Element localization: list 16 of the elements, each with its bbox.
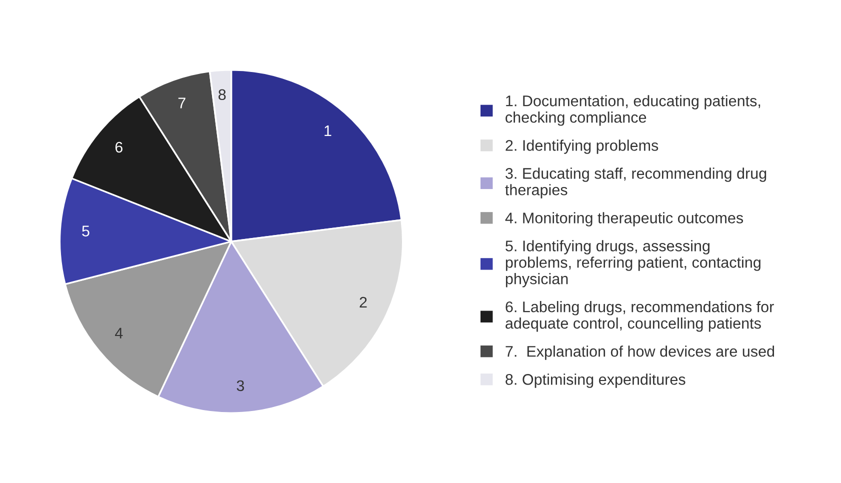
text: 4 <box>115 328 123 338</box>
legend-label: 4. Monitoring therapeutic outcomes <box>505 212 744 226</box>
legend-label: 8. Optimising expenditures <box>506 374 686 388</box>
legend-label: 5. Identifying drugs, assessing problems, referring patient, contacting physician <box>506 240 760 288</box>
legend-label: 2. Identifying problems <box>506 140 658 154</box>
text: 1 <box>324 126 332 136</box>
text: 5 <box>82 226 90 236</box>
legend-label: 6. Labeling drugs, recommendations for adequate control, councelling patients <box>506 301 774 332</box>
legend-label: 3. Educating staff, recommending drug therapies <box>505 168 766 198</box>
text: 7 <box>178 98 186 108</box>
text: 2 <box>360 296 367 308</box>
text: 8 <box>218 89 226 100</box>
text: 6 <box>115 142 122 153</box>
legend-label: 7. Explanation of how devices are used <box>506 346 774 360</box>
legend-label: 1. Documentation, educating patients, checking compliance <box>506 95 760 126</box>
text: 3 <box>236 380 244 392</box>
